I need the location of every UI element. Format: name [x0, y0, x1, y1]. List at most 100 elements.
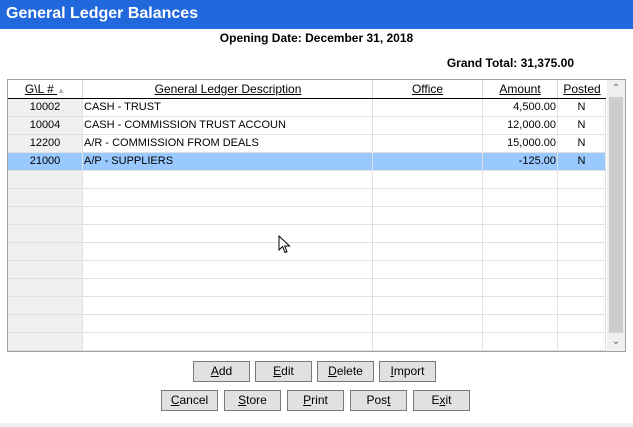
office-cell[interactable]: [373, 333, 481, 350]
column-header-office[interactable]: Office: [411, 82, 444, 96]
amount-cell[interactable]: [483, 333, 556, 350]
posted-cell[interactable]: [558, 261, 605, 278]
office-cell[interactable]: [373, 225, 481, 242]
description-cell[interactable]: [83, 261, 370, 278]
office-cell[interactable]: [373, 297, 481, 314]
posted-cell[interactable]: [558, 279, 605, 296]
amount-cell[interactable]: 15,000.00: [507, 137, 556, 149]
gl-cell[interactable]: [8, 333, 82, 350]
column-header-description[interactable]: General Ledger Description: [154, 82, 302, 96]
post-button[interactable]: Post: [350, 390, 407, 411]
office-cell[interactable]: [373, 135, 481, 152]
office-cell[interactable]: [373, 279, 481, 296]
table-row[interactable]: 21000 A/P - SUPPLIERS -125.00 N: [8, 153, 606, 171]
office-cell[interactable]: [373, 207, 481, 224]
posted-cell[interactable]: [558, 333, 605, 350]
table-row[interactable]: 10004 CASH - COMMISSION TRUST ACCOUN 12,00…: [8, 117, 606, 135]
gl-cell[interactable]: 10002: [8, 99, 82, 116]
description-cell[interactable]: [83, 333, 370, 350]
empty-table-row[interactable]: [8, 207, 606, 225]
empty-table-row[interactable]: [8, 297, 606, 315]
amount-cell[interactable]: -125.00: [518, 155, 556, 167]
cancel-button[interactable]: Cancel: [161, 390, 218, 411]
posted-cell[interactable]: N: [577, 119, 586, 131]
amount-cell[interactable]: [483, 225, 556, 242]
edit-button[interactable]: Edit: [255, 361, 312, 382]
gl-cell[interactable]: [8, 297, 82, 314]
office-cell[interactable]: [373, 153, 481, 170]
office-cell[interactable]: [373, 315, 481, 332]
amount-cell[interactable]: [483, 315, 556, 332]
posted-cell[interactable]: [558, 189, 605, 206]
empty-table-row[interactable]: [8, 261, 606, 279]
posted-cell[interactable]: [558, 315, 605, 332]
column-header-posted[interactable]: Posted: [563, 82, 601, 96]
gl-cell[interactable]: [8, 261, 82, 278]
description-cell[interactable]: [83, 225, 370, 242]
amount-cell[interactable]: [483, 279, 556, 296]
gl-cell[interactable]: [8, 207, 82, 224]
gl-cell[interactable]: [8, 279, 82, 296]
column-header-gl[interactable]: G\L # ▲: [8, 80, 82, 98]
import-button[interactable]: Import: [379, 361, 436, 382]
office-cell[interactable]: [373, 243, 481, 260]
office-cell[interactable]: [373, 99, 481, 116]
description-cell[interactable]: [83, 279, 370, 296]
empty-table-row[interactable]: [8, 171, 606, 189]
amount-cell[interactable]: [483, 261, 556, 278]
posted-cell[interactable]: [558, 225, 605, 242]
amount-cell[interactable]: [483, 207, 556, 224]
description-cell[interactable]: [83, 207, 370, 224]
office-cell[interactable]: [373, 189, 481, 206]
description-cell[interactable]: A/P - SUPPLIERS: [84, 155, 174, 167]
gl-cell[interactable]: [8, 225, 82, 242]
amount-cell[interactable]: [483, 297, 556, 314]
delete-button[interactable]: Delete: [317, 361, 374, 382]
posted-cell[interactable]: [558, 243, 605, 260]
add-button[interactable]: Add: [193, 361, 250, 382]
empty-table-row[interactable]: [8, 189, 606, 207]
vertical-scrollbar[interactable]: ⌃ ⌄: [607, 80, 625, 351]
gl-cell[interactable]: [8, 243, 82, 260]
description-cell[interactable]: [83, 189, 370, 206]
gl-cell[interactable]: 12200: [8, 135, 82, 152]
posted-cell[interactable]: N: [577, 137, 586, 149]
scrollbar-thumb[interactable]: [609, 97, 623, 333]
empty-table-row[interactable]: [8, 225, 606, 243]
ledger-grid[interactable]: G\L # ▲ General Ledger Description Offic…: [7, 79, 626, 352]
amount-cell[interactable]: 12,000.00: [507, 119, 556, 131]
posted-cell[interactable]: N: [577, 101, 586, 113]
description-cell[interactable]: [83, 243, 370, 260]
scroll-down-icon[interactable]: ⌄: [611, 336, 621, 347]
empty-table-row[interactable]: [8, 333, 606, 351]
description-cell[interactable]: [83, 315, 370, 332]
table-row[interactable]: 12200 A/R - COMMISSION FROM DEALS 15,000.0…: [8, 135, 606, 153]
description-cell[interactable]: CASH - COMMISSION TRUST ACCOUN: [84, 119, 286, 131]
gl-cell[interactable]: [8, 189, 82, 206]
column-header-amount[interactable]: Amount: [499, 82, 541, 96]
print-button[interactable]: Print: [287, 390, 344, 411]
gl-cell[interactable]: 21000: [8, 153, 82, 170]
exit-button[interactable]: Exit: [413, 390, 470, 411]
posted-cell[interactable]: [558, 171, 605, 188]
amount-cell[interactable]: [483, 171, 556, 188]
scroll-up-icon[interactable]: ⌃: [611, 83, 621, 94]
empty-table-row[interactable]: [8, 279, 606, 297]
office-cell[interactable]: [373, 171, 481, 188]
description-cell[interactable]: A/R - COMMISSION FROM DEALS: [84, 137, 259, 149]
gl-cell[interactable]: [8, 315, 82, 332]
gl-cell[interactable]: 10004: [8, 117, 82, 134]
store-button[interactable]: Store: [224, 390, 281, 411]
empty-table-row[interactable]: [8, 315, 606, 333]
amount-cell[interactable]: [483, 243, 556, 260]
posted-cell[interactable]: [558, 297, 605, 314]
amount-cell[interactable]: 4,500.00: [513, 101, 556, 113]
gl-cell[interactable]: [8, 171, 82, 188]
posted-cell[interactable]: [558, 207, 605, 224]
empty-table-row[interactable]: [8, 243, 606, 261]
description-cell[interactable]: [83, 171, 370, 188]
posted-cell[interactable]: N: [577, 155, 586, 167]
description-cell[interactable]: [83, 297, 370, 314]
amount-cell[interactable]: [483, 189, 556, 206]
office-cell[interactable]: [373, 117, 481, 134]
